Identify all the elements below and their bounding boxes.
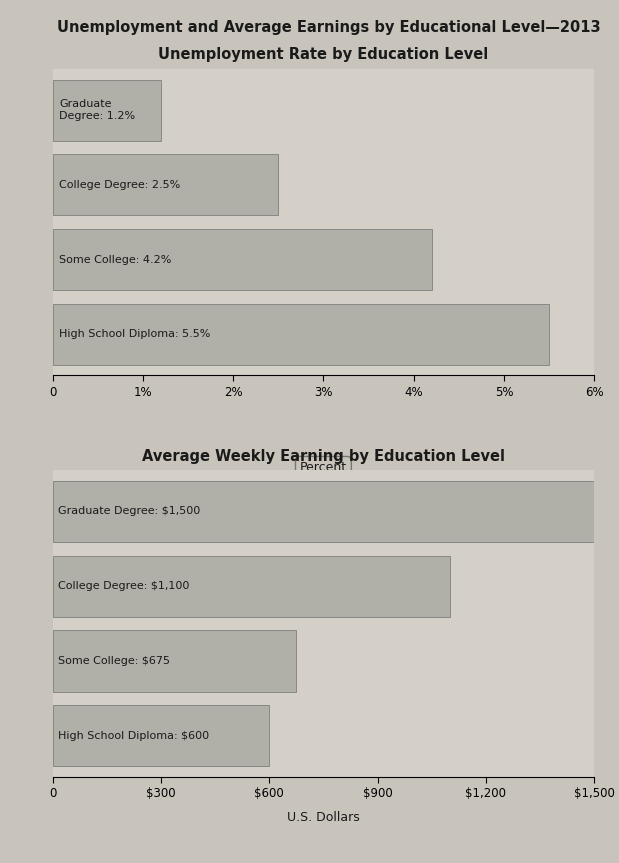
Bar (53, 154, 279, 216)
Text: Graduate
Degree: 1.2%: Graduate Degree: 1.2% (59, 99, 135, 121)
Bar (53, 556, 450, 617)
Bar (53, 229, 432, 290)
Bar (53, 705, 269, 766)
Text: High School Diploma: 5.5%: High School Diploma: 5.5% (59, 330, 210, 339)
Text: Some College: 4.2%: Some College: 4.2% (59, 255, 171, 265)
Text: Some College: $675: Some College: $675 (58, 656, 170, 666)
Title: Unemployment Rate by Education Level: Unemployment Rate by Education Level (158, 47, 488, 62)
X-axis label: U.S. Dollars: U.S. Dollars (287, 811, 360, 824)
Title: Average Weekly Earning by Education Level: Average Weekly Earning by Education Leve… (142, 449, 505, 463)
Bar (53, 79, 161, 141)
Bar (53, 630, 297, 691)
Text: Graduate Degree: $1,500: Graduate Degree: $1,500 (58, 507, 201, 516)
Text: College Degree: 2.5%: College Degree: 2.5% (59, 180, 180, 190)
Bar (53, 481, 594, 542)
Text: Unemployment and Average Earnings by Educational Level—2013: Unemployment and Average Earnings by Edu… (57, 20, 600, 35)
Text: High School Diploma: $600: High School Diploma: $600 (58, 731, 209, 740)
Text: Percent: Percent (300, 461, 347, 474)
Text: College Degree: $1,100: College Degree: $1,100 (58, 581, 189, 591)
Bar (53, 304, 549, 365)
